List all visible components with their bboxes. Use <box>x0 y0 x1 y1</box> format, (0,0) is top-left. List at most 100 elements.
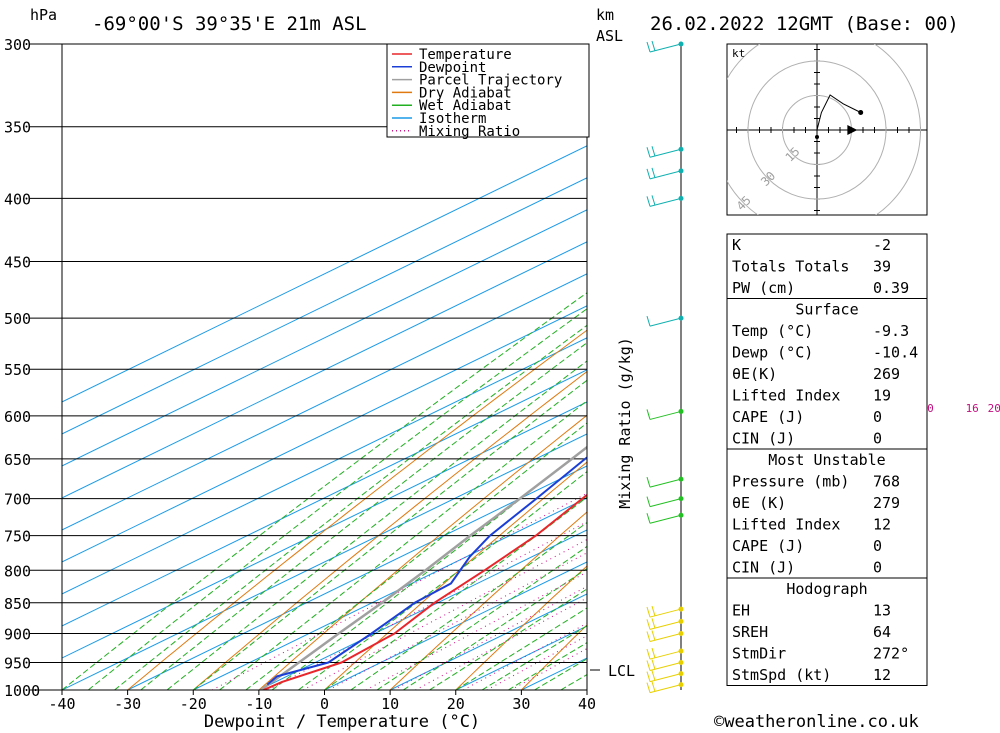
isotherm-line <box>62 177 587 435</box>
isotherm-line <box>193 497 587 690</box>
index-label: StmDir <box>732 645 786 663</box>
wind-barb-flag <box>646 168 651 179</box>
index-value: 768 <box>873 473 900 491</box>
index-value: -9.3 <box>873 322 909 340</box>
index-label: CIN (J) <box>732 430 795 448</box>
wind-barb-flag <box>646 196 651 207</box>
x-tick-label: 30 <box>512 695 530 713</box>
x-tick-label: 0 <box>320 695 329 713</box>
wet-adiabat-line <box>298 471 587 690</box>
wind-barb-flag <box>651 670 656 681</box>
pressure-tick-label: 450 <box>4 254 31 272</box>
wind-barb-flag <box>651 146 656 157</box>
x-tick-label: 40 <box>578 695 596 713</box>
mixing-ratio-line <box>267 521 587 690</box>
hpa-axis-label: hPa <box>30 6 57 24</box>
wet-adiabat-line <box>403 567 587 690</box>
temperature-line <box>263 493 587 690</box>
index-value: 12 <box>873 516 891 534</box>
wind-barb-flag <box>646 496 651 507</box>
legend-entry: Temperature <box>419 47 512 63</box>
wind-barb-flag <box>646 682 651 693</box>
hodograph-start-dot <box>815 135 819 139</box>
isotherm-line <box>62 305 587 563</box>
index-label: Totals Totals <box>732 258 849 276</box>
wind-barb-flag <box>646 619 651 630</box>
legend-entry: Dry Adiabat <box>419 85 512 101</box>
surface-table <box>726 298 928 450</box>
wind-barb-flag <box>646 147 651 158</box>
copyright-footer: ©weatheronline.co.uk <box>714 712 919 732</box>
index-label: CAPE (J) <box>732 408 804 426</box>
wind-barb-flag <box>651 630 656 641</box>
hodograph-unit-label: kt <box>732 47 745 60</box>
pressure-tick-label: 900 <box>4 625 31 643</box>
index-label: θE (K) <box>732 494 786 512</box>
wind-barb-flag <box>646 513 651 524</box>
index-value: 0 <box>873 430 882 448</box>
index-value: 0 <box>873 559 882 577</box>
pressure-tick-label: 850 <box>4 595 31 613</box>
hodograph-trace <box>816 94 861 131</box>
legend-entry: Parcel Trajectory <box>419 73 562 89</box>
wind-barb-flag <box>651 681 656 692</box>
pressure-tick-label: 500 <box>4 310 31 328</box>
parcel-trajectory-line <box>260 445 587 690</box>
index-label: CAPE (J) <box>732 537 804 555</box>
mixing-ratio-axis-label: Mixing Ratio (g/kg) <box>616 337 634 509</box>
hodograph-ring <box>747 60 887 200</box>
index-value: 39 <box>873 258 891 276</box>
location-title: -69°00'S 39°35'E 21m ASL <box>92 13 367 35</box>
index-value: 0 <box>873 408 882 426</box>
temperature-tick-labels: -40 -30 -20 -10 0 10 20 30 40 <box>48 690 596 713</box>
wind-barb-flag <box>646 631 651 642</box>
index-label: StmSpd (kt) <box>732 666 831 684</box>
lcl-label: LCL <box>608 662 635 680</box>
isotherm-line <box>62 433 587 690</box>
index-value: 269 <box>873 365 900 383</box>
wind-barb-staff <box>649 410 682 420</box>
x-tick-label: -10 <box>245 695 272 713</box>
isotherm-line <box>62 273 587 531</box>
hodograph-ring <box>727 44 921 215</box>
isotherm-line <box>62 337 587 595</box>
wind-barb-staff <box>649 514 682 524</box>
index-label: Pressure (mb) <box>732 473 849 491</box>
indices-top-table <box>726 233 928 299</box>
wind-barb-flag <box>651 659 656 670</box>
wind-profile: LCL <box>590 40 684 694</box>
legend-entry: Isotherm <box>419 111 486 127</box>
pressure-tick-labels: 300 350 400 450 500 550 600 650 700 750 800 850 900 9… <box>4 36 40 700</box>
isotherm-line <box>62 209 587 467</box>
wind-barb-flag <box>651 647 656 659</box>
legend-entry: Dewpoint <box>419 60 486 76</box>
x-axis-label: Dewpoint / Temperature (°C) <box>204 712 480 732</box>
isotherm-line <box>127 465 587 690</box>
pressure-tick-label: 750 <box>4 528 31 546</box>
wet-adiabat-line <box>376 545 587 690</box>
wind-barb-flag <box>651 195 656 206</box>
dry-adiabat-line <box>324 461 587 690</box>
datetime-title: 26.02.2022 12GMT (Base: 00) <box>650 13 959 35</box>
wind-barb-flag <box>651 167 656 178</box>
wind-barb-flag <box>651 605 656 617</box>
pressure-tick-label: 650 <box>4 451 31 469</box>
indices-tables: K -2 Totals Totals 39 PW (cm) 0.39 Surface Temp… <box>726 233 928 686</box>
wind-barb-flag <box>646 606 651 618</box>
wind-barb-staff <box>649 498 682 508</box>
dry-adiabat-line <box>915 44 1000 690</box>
index-value: 272° <box>873 645 909 663</box>
index-label: Dewp (°C) <box>732 344 813 362</box>
x-tick-label: -20 <box>180 695 207 713</box>
pressure-tick-label: 350 <box>4 119 31 137</box>
hodograph-table <box>726 577 928 686</box>
pressure-tick-label: 800 <box>4 562 31 580</box>
index-value: 279 <box>873 494 900 512</box>
wind-barb-staff <box>649 478 682 488</box>
index-label: PW (cm) <box>732 279 795 297</box>
wind-barb-flag <box>646 476 651 488</box>
hodograph-table-title: Hodograph <box>786 580 867 598</box>
index-label: SREH <box>732 623 768 641</box>
wind-barb-flag <box>646 409 651 420</box>
